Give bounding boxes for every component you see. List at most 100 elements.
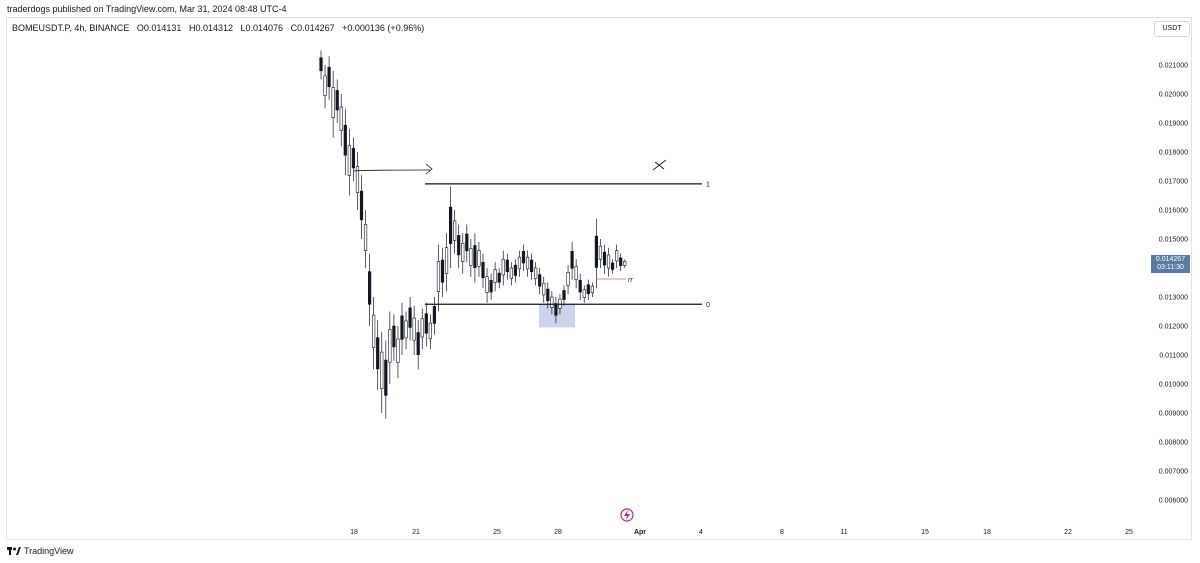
candle-body [367,271,372,305]
candle-body [509,267,513,279]
candle-body [578,280,582,293]
candle-body [376,337,380,370]
candle-body [343,124,347,156]
time-tick-label: 4 [699,529,703,536]
candle-body [444,247,449,275]
tradingview-logo-icon [7,547,21,555]
candle-body [355,166,360,193]
candle-body [598,245,603,260]
candle-body [457,235,461,256]
currency-button[interactable]: USDT [1154,21,1190,37]
candle-body [384,359,388,396]
candle-body [335,90,339,111]
tradingview-logo[interactable]: TradingView [7,546,74,556]
price-tick-label: 0.012000 [1159,324,1188,331]
candle-body [517,256,522,270]
time-tick-label: 18 [350,529,358,536]
candle-body [363,224,368,251]
bar-countdown: 03:11:30 [1157,264,1184,271]
candle-body [465,233,469,252]
candle-body [359,190,364,221]
price-tick-label: 0.021000 [1159,63,1188,70]
candle-body [331,87,335,118]
price-axis[interactable]: 0.021000 0.020000 0.019000 0.018000 0.017000… [1159,63,1188,505]
candle-body [546,288,550,302]
tradingview-brand: TradingView [24,546,74,556]
price-tick-label: 0.013000 [1159,295,1188,302]
candle-body [562,290,566,300]
candle-body [440,259,445,283]
candle-body [550,296,554,308]
rr-label: rr [628,277,633,284]
candle-body [590,285,594,293]
candle-body [404,320,408,339]
candle-body [606,254,611,269]
symbol-info[interactable]: BOMEUSDT.P, 4h, BINANCE [12,23,130,33]
low-value: L0.014076 [240,23,284,33]
lightning-icon[interactable] [620,508,634,522]
candle-body [408,307,412,328]
time-tick-label: 28 [554,529,562,536]
candle-body [380,351,384,389]
last-price-value: 0.014267 [1155,256,1186,263]
candle-body [521,251,526,264]
candle-body [392,325,396,348]
candle-body [513,264,517,276]
time-axis[interactable]: 18 21 25 28 Apr 4 8 11 15 18 22 25 [350,529,1133,536]
candle-body [615,250,619,262]
price-tick-label: 0.007000 [1159,469,1188,476]
time-tick-label: 22 [1064,529,1072,536]
price-tick-label: 0.017000 [1159,179,1188,186]
published-caption: traderdogs published on TradingView.com,… [7,4,287,14]
candle-body [594,235,598,268]
candle-body [448,206,453,244]
open-value: O0.014131 [136,23,182,33]
candle-body [525,256,530,270]
time-tick-label: 18 [983,529,991,536]
candle-body [351,148,356,169]
candle-body [489,280,493,293]
candle-body [534,267,538,279]
price-tick-label: 0.011000 [1159,353,1188,360]
candle-body [396,338,400,363]
candle-body [412,317,416,341]
candle-body [493,269,497,283]
candle-body [566,272,570,286]
candle-body [538,274,542,287]
candle-body [453,220,457,241]
candle-body [505,259,509,273]
candle-body [497,272,501,283]
change-value: +0.000136 (+0.96%) [342,23,425,33]
candle-body [428,322,432,340]
candle-body [529,259,534,273]
symbol-legend: BOMEUSDT.P, 4h, BINANCE O0.014131 H0.014… [12,23,429,33]
last-price-badge: 0.014267 03:11:30 [1151,255,1190,273]
time-tick-label: Apr [634,529,646,536]
close-value: C0.014267 [290,23,335,33]
price-tick-label: 0.009000 [1159,411,1188,418]
candle-body [623,261,627,266]
price-tick-label: 0.015000 [1159,237,1188,244]
target-x-mark[interactable] [652,159,667,171]
candle-body [477,250,481,267]
candle-body [372,314,376,349]
candle-body [400,315,404,340]
arrow-line[interactable] [353,169,431,172]
candle-body [542,282,546,296]
time-tick-label: 21 [412,529,420,536]
candle-body [582,289,586,298]
price-tick-label: 0.006000 [1159,498,1188,505]
candle-body [461,243,465,262]
candle-body [481,261,485,279]
demand-zone-box[interactable] [539,304,575,328]
candle-body [554,303,558,316]
fib-level-0-label: 0 [706,302,710,309]
candle-body [416,332,420,356]
time-tick-label: 15 [921,529,929,536]
candlestick-series [319,50,627,419]
candle-body [420,318,424,338]
price-tick-label: 0.020000 [1159,92,1188,99]
candle-body [574,266,578,280]
chart-frame[interactable] [6,17,1192,540]
